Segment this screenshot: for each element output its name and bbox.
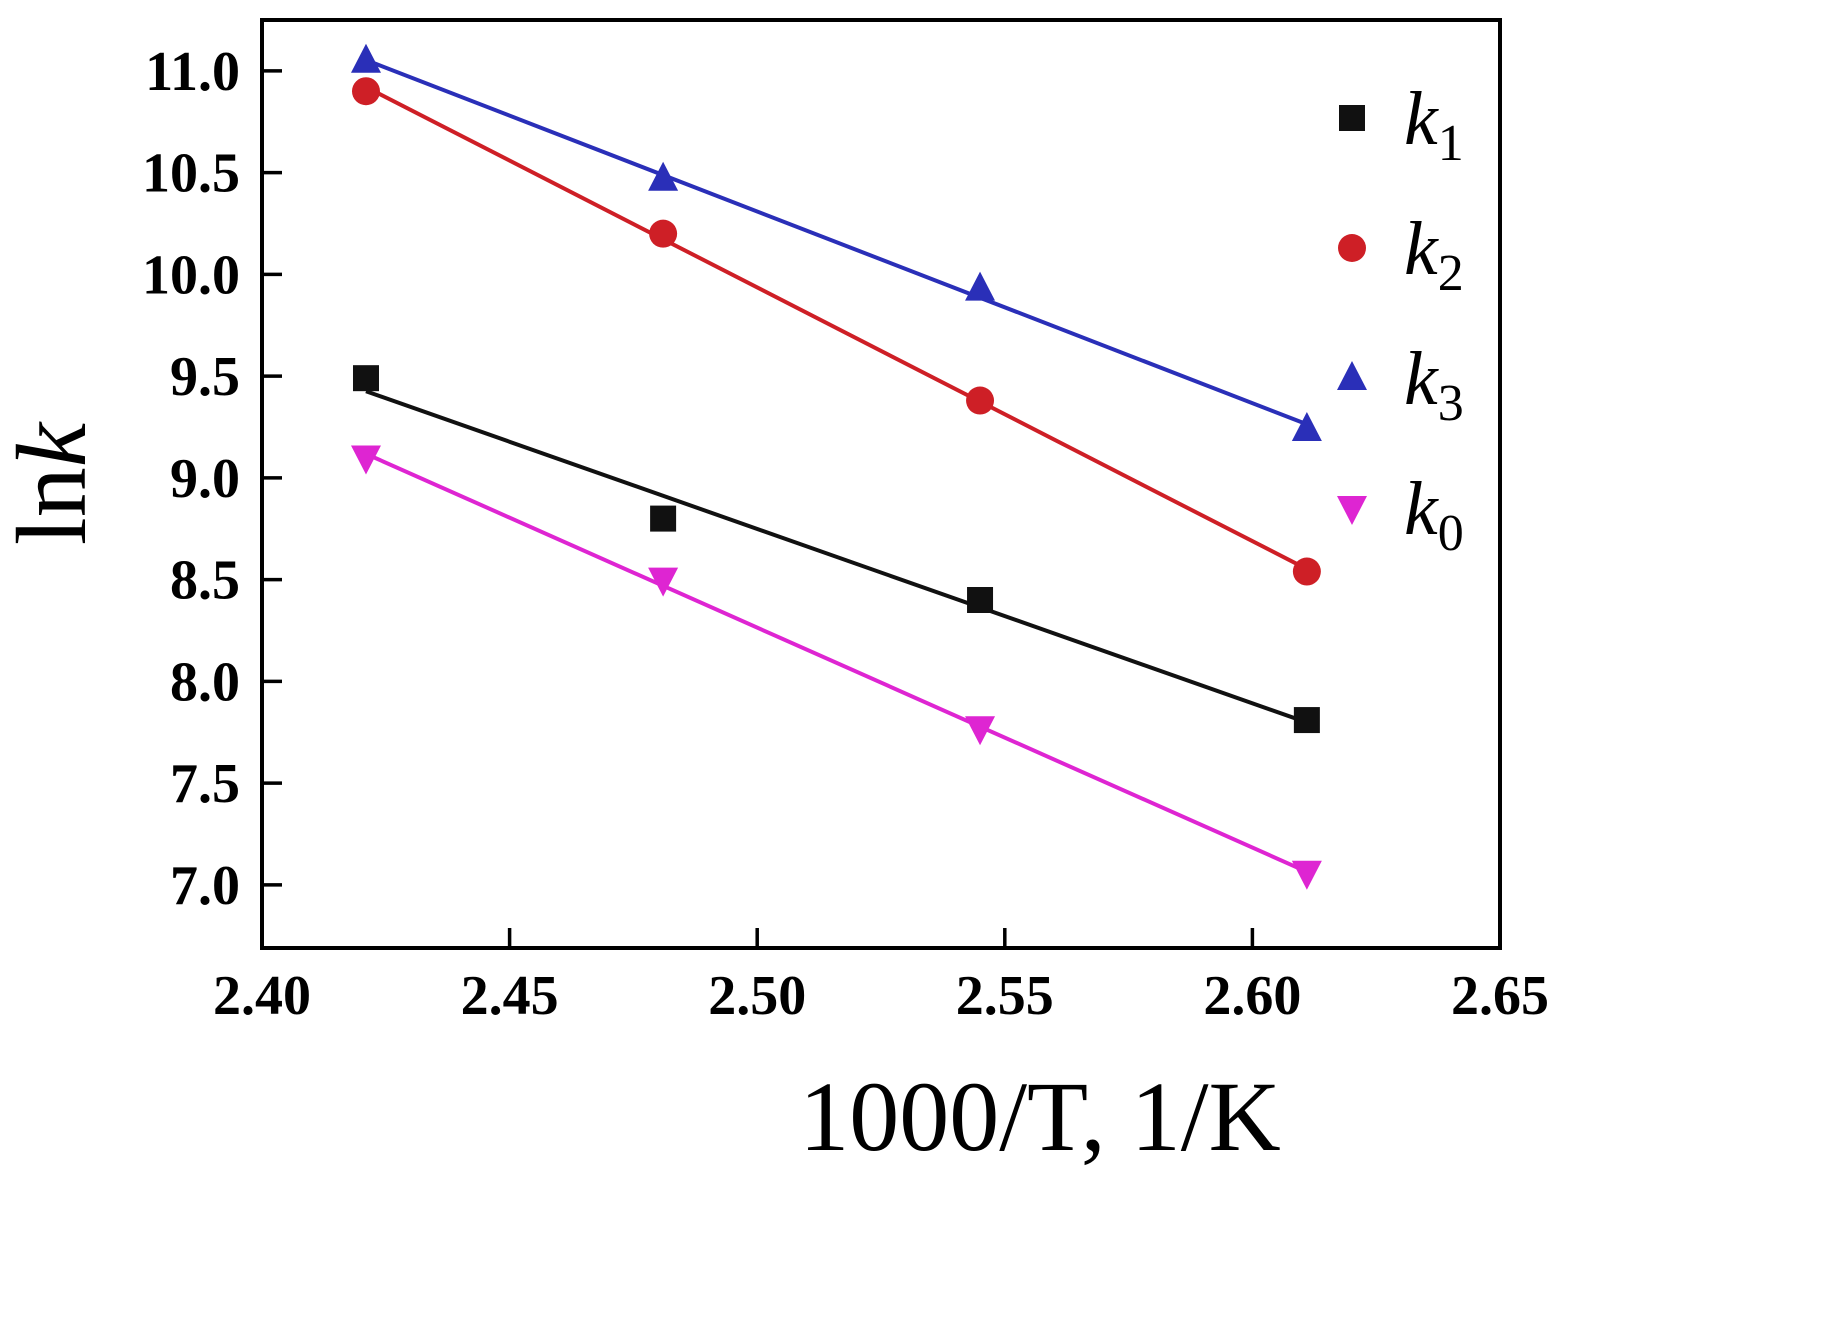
marker-k2: [1292, 557, 1321, 586]
legend-label-k2: k2: [1404, 207, 1464, 302]
marker-k3: [965, 271, 996, 301]
y-axis-title: lnk: [0, 421, 107, 545]
marker-k0: [965, 716, 996, 746]
x-tick-label: 2.50: [708, 965, 806, 1027]
fit-line-k3: [365, 58, 1308, 427]
y-tick-label: 8.0: [170, 651, 240, 713]
legend-item-k3: k3: [1337, 337, 1464, 432]
marker-k1: [967, 587, 994, 613]
y-tick-label: 7.5: [170, 753, 240, 815]
y-tick-label: 11.0: [145, 41, 240, 103]
marker-k2: [649, 219, 678, 248]
x-axis-title: 1000/T, 1/K: [799, 1061, 1280, 1172]
legend-label-k3: k3: [1404, 337, 1464, 432]
marker-k3: [350, 43, 381, 73]
fit-line-k0: [365, 452, 1308, 874]
legend-item-k2: k2: [1338, 207, 1464, 302]
x-tick-label: 2.45: [461, 965, 559, 1027]
fit-line-k1: [365, 389, 1308, 725]
y-tick-label: 8.5: [170, 550, 240, 612]
marker-k0: [1291, 860, 1322, 890]
marker-k1: [1293, 707, 1320, 734]
series-k1: [352, 365, 1320, 734]
series-k2: [351, 77, 1321, 586]
x-tick-label: 2.55: [956, 965, 1054, 1027]
fit-line-k2: [365, 85, 1308, 571]
legend-marker-k1: [1339, 105, 1365, 131]
marker-k3: [1291, 412, 1322, 442]
y-tick-label: 9.5: [170, 346, 240, 408]
marker-k2: [351, 77, 380, 106]
legend-label-k1: k1: [1404, 77, 1464, 172]
legend-item-k0: k0: [1337, 467, 1464, 562]
y-tick-label: 7.0: [170, 855, 240, 917]
legend-marker-k2: [1338, 234, 1366, 262]
marker-k0: [350, 445, 381, 475]
legend-label-k0: k0: [1404, 467, 1464, 562]
series-k0: [350, 445, 1322, 890]
legend-item-k1: k1: [1339, 77, 1464, 172]
legend-marker-k0: [1337, 496, 1367, 525]
x-tick-label: 2.65: [1451, 965, 1549, 1027]
plot-frame: [260, 18, 1502, 950]
axes: 2.40 2.45 2.50 2.55 2.60 2.65 7.0 7.5 8.0 8.5 9.0 9…: [142, 18, 1549, 1027]
marker-k0: [648, 567, 679, 597]
marker-k1: [650, 505, 677, 532]
y-tick-label: 10.5: [142, 143, 240, 205]
legend-marker-k3: [1337, 361, 1367, 390]
y-tick-label: 10.0: [142, 244, 240, 306]
marker-k2: [966, 386, 995, 415]
marker-k1: [352, 365, 379, 392]
x-tick-label: 2.40: [213, 965, 311, 1027]
x-tick-label: 2.60: [1203, 965, 1301, 1027]
y-tick-label: 9.0: [170, 448, 240, 510]
marker-k3: [648, 161, 679, 191]
legend: k1 k2 k3 k0: [1337, 77, 1464, 562]
series-k3: [350, 43, 1322, 442]
